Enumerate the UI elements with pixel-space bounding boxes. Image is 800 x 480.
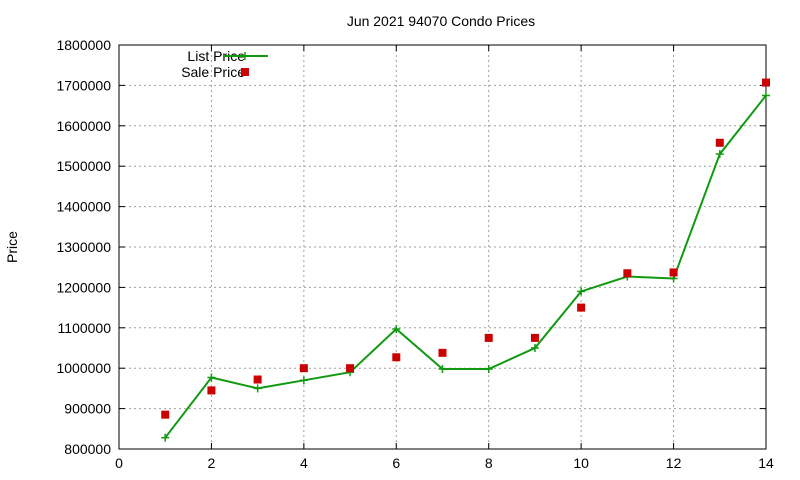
- sale-price-point: [762, 78, 770, 87]
- sale-price-point: [669, 268, 678, 277]
- sale-price-point: [484, 333, 493, 342]
- sale-price-point: [623, 269, 632, 278]
- list-price-point: [715, 150, 724, 159]
- sale-price-point: [299, 364, 308, 373]
- series-line-list-price: [164, 94, 767, 439]
- y-tick-label: 1400000: [56, 199, 111, 215]
- sale-price-point: [438, 348, 447, 357]
- y-tick-label: 900000: [64, 401, 111, 417]
- list-price-point: [762, 91, 770, 100]
- sale-price-point: [392, 353, 401, 362]
- legend-label: Sale Price: [181, 64, 245, 80]
- grid-layer: [119, 45, 766, 449]
- legend-swatch-square: [241, 68, 249, 76]
- y-tick-label: 1300000: [56, 239, 111, 255]
- y-axis-label: Price: [4, 231, 20, 263]
- x-tick-label: 2: [208, 455, 216, 471]
- x-tick-label: 6: [392, 455, 400, 471]
- sale-price-point: [715, 138, 724, 147]
- legend-label: List Price: [187, 48, 245, 64]
- axis-layer: 0 2 4 6 8 10 12 14 800000 900000 1000000 1100000 120…: [56, 37, 774, 471]
- y-tick-label: 1600000: [56, 118, 111, 134]
- sale-price-point: [253, 375, 262, 384]
- y-tick-label: 1700000: [56, 77, 111, 93]
- list-price-point: [530, 344, 539, 352]
- legend-swatch-plus: [241, 52, 249, 60]
- list-price-point: [161, 433, 170, 442]
- y-tick-label: 1000000: [56, 360, 111, 376]
- x-tick-label: 12: [666, 455, 682, 471]
- x-tick-label: 4: [300, 455, 308, 471]
- y-tick-label: 1800000: [56, 37, 111, 53]
- y-tick-label: 1100000: [58, 320, 112, 336]
- series-layer: [161, 78, 770, 442]
- y-tick-label: 1500000: [56, 158, 111, 174]
- plot-frame: [118, 44, 767, 450]
- y-tick-label: 1200000: [56, 279, 111, 295]
- list-price-point: [484, 365, 493, 374]
- sale-price-point: [346, 364, 355, 373]
- list-price-point: [392, 325, 401, 334]
- x-tick-label: 0: [115, 455, 123, 471]
- chart-title: Jun 2021 94070 Condo Prices: [347, 13, 535, 29]
- list-price-point: [299, 376, 308, 385]
- list-price-point: [207, 373, 216, 382]
- sale-price-point: [577, 303, 586, 312]
- sale-price-point: [530, 333, 539, 342]
- list-price-point: [577, 287, 586, 296]
- x-tick-label: 8: [485, 455, 493, 471]
- sale-price-point: [161, 410, 170, 419]
- x-tick-label: 14: [758, 455, 774, 471]
- sale-price-point: [207, 386, 216, 395]
- list-price-point: [253, 384, 262, 393]
- x-tick-label: 10: [573, 455, 589, 471]
- y-tick-label: 800000: [64, 441, 111, 457]
- list-price-point: [438, 365, 447, 374]
